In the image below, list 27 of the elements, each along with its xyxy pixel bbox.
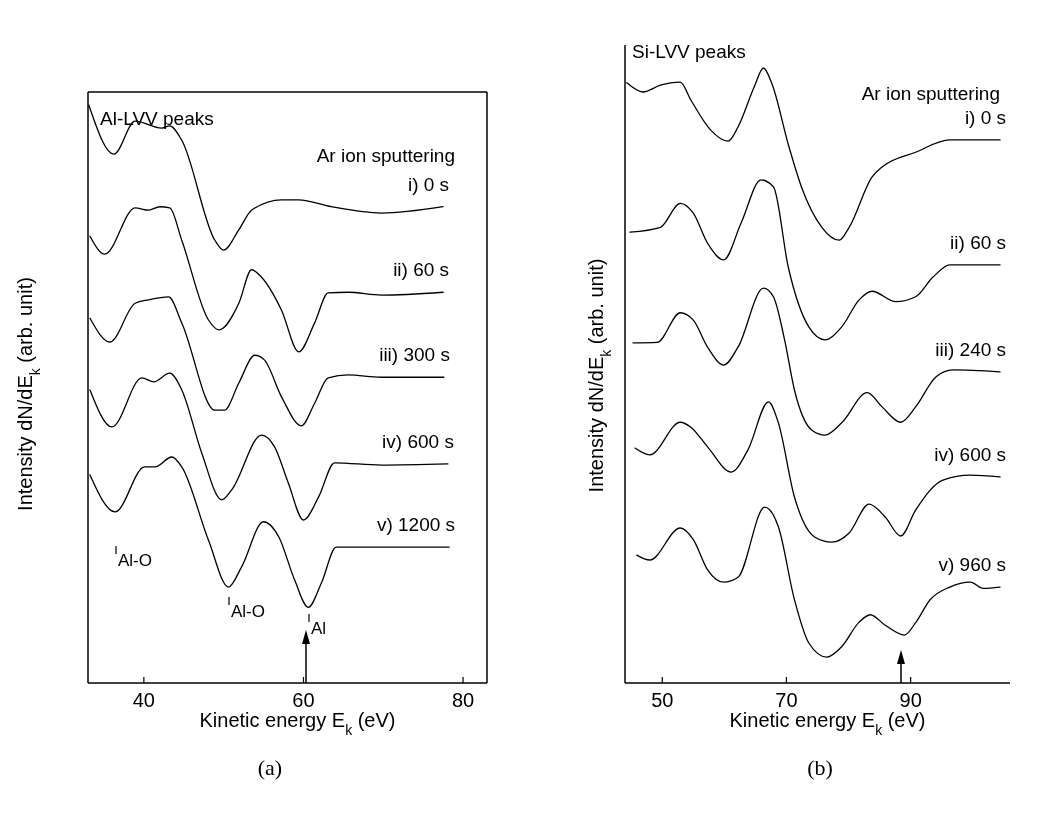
series-label: v) 960 s bbox=[938, 554, 1007, 576]
x-axis-title: Kinetic energy E$_{k}$ (eV) bbox=[199, 709, 396, 738]
series-label: iii) 240 s bbox=[935, 338, 1007, 360]
annotation: Al-O bbox=[118, 551, 152, 570]
text: (b) bbox=[807, 755, 833, 780]
series-label: iv) 600 s bbox=[382, 430, 454, 452]
x-tick-label: 60 bbox=[292, 689, 315, 711]
x-tick-label: 50 bbox=[651, 689, 674, 711]
series-label: i) 0 s bbox=[407, 173, 450, 195]
chart-title: Al-LVV peaks bbox=[100, 108, 214, 129]
annotation: Al bbox=[311, 619, 327, 638]
x-axis-title: Kinetic energy E$_{k}$ (eV) bbox=[729, 709, 926, 738]
chart-title: Si-LVV peaks bbox=[632, 41, 746, 62]
x-tick-label: 40 bbox=[132, 689, 155, 711]
series-label: iii) 300 s bbox=[379, 344, 450, 366]
text: (a) bbox=[257, 755, 283, 780]
x-tick-label: 90 bbox=[899, 689, 922, 711]
annotation: Ar ion sputtering bbox=[861, 83, 1000, 104]
annotation: Ar ion sputtering bbox=[316, 145, 455, 166]
series-label: iv) 600 s bbox=[934, 443, 1007, 465]
x-tick-label: 70 bbox=[775, 689, 798, 711]
series-label: i) 0 s bbox=[964, 106, 1007, 128]
series-label: ii) 60 s bbox=[393, 259, 450, 281]
series-label: v) 1200 s bbox=[376, 514, 456, 536]
series-label: ii) 60 s bbox=[950, 231, 1007, 253]
x-tick-label: 80 bbox=[451, 689, 475, 711]
annotation: Al-O bbox=[231, 602, 265, 621]
